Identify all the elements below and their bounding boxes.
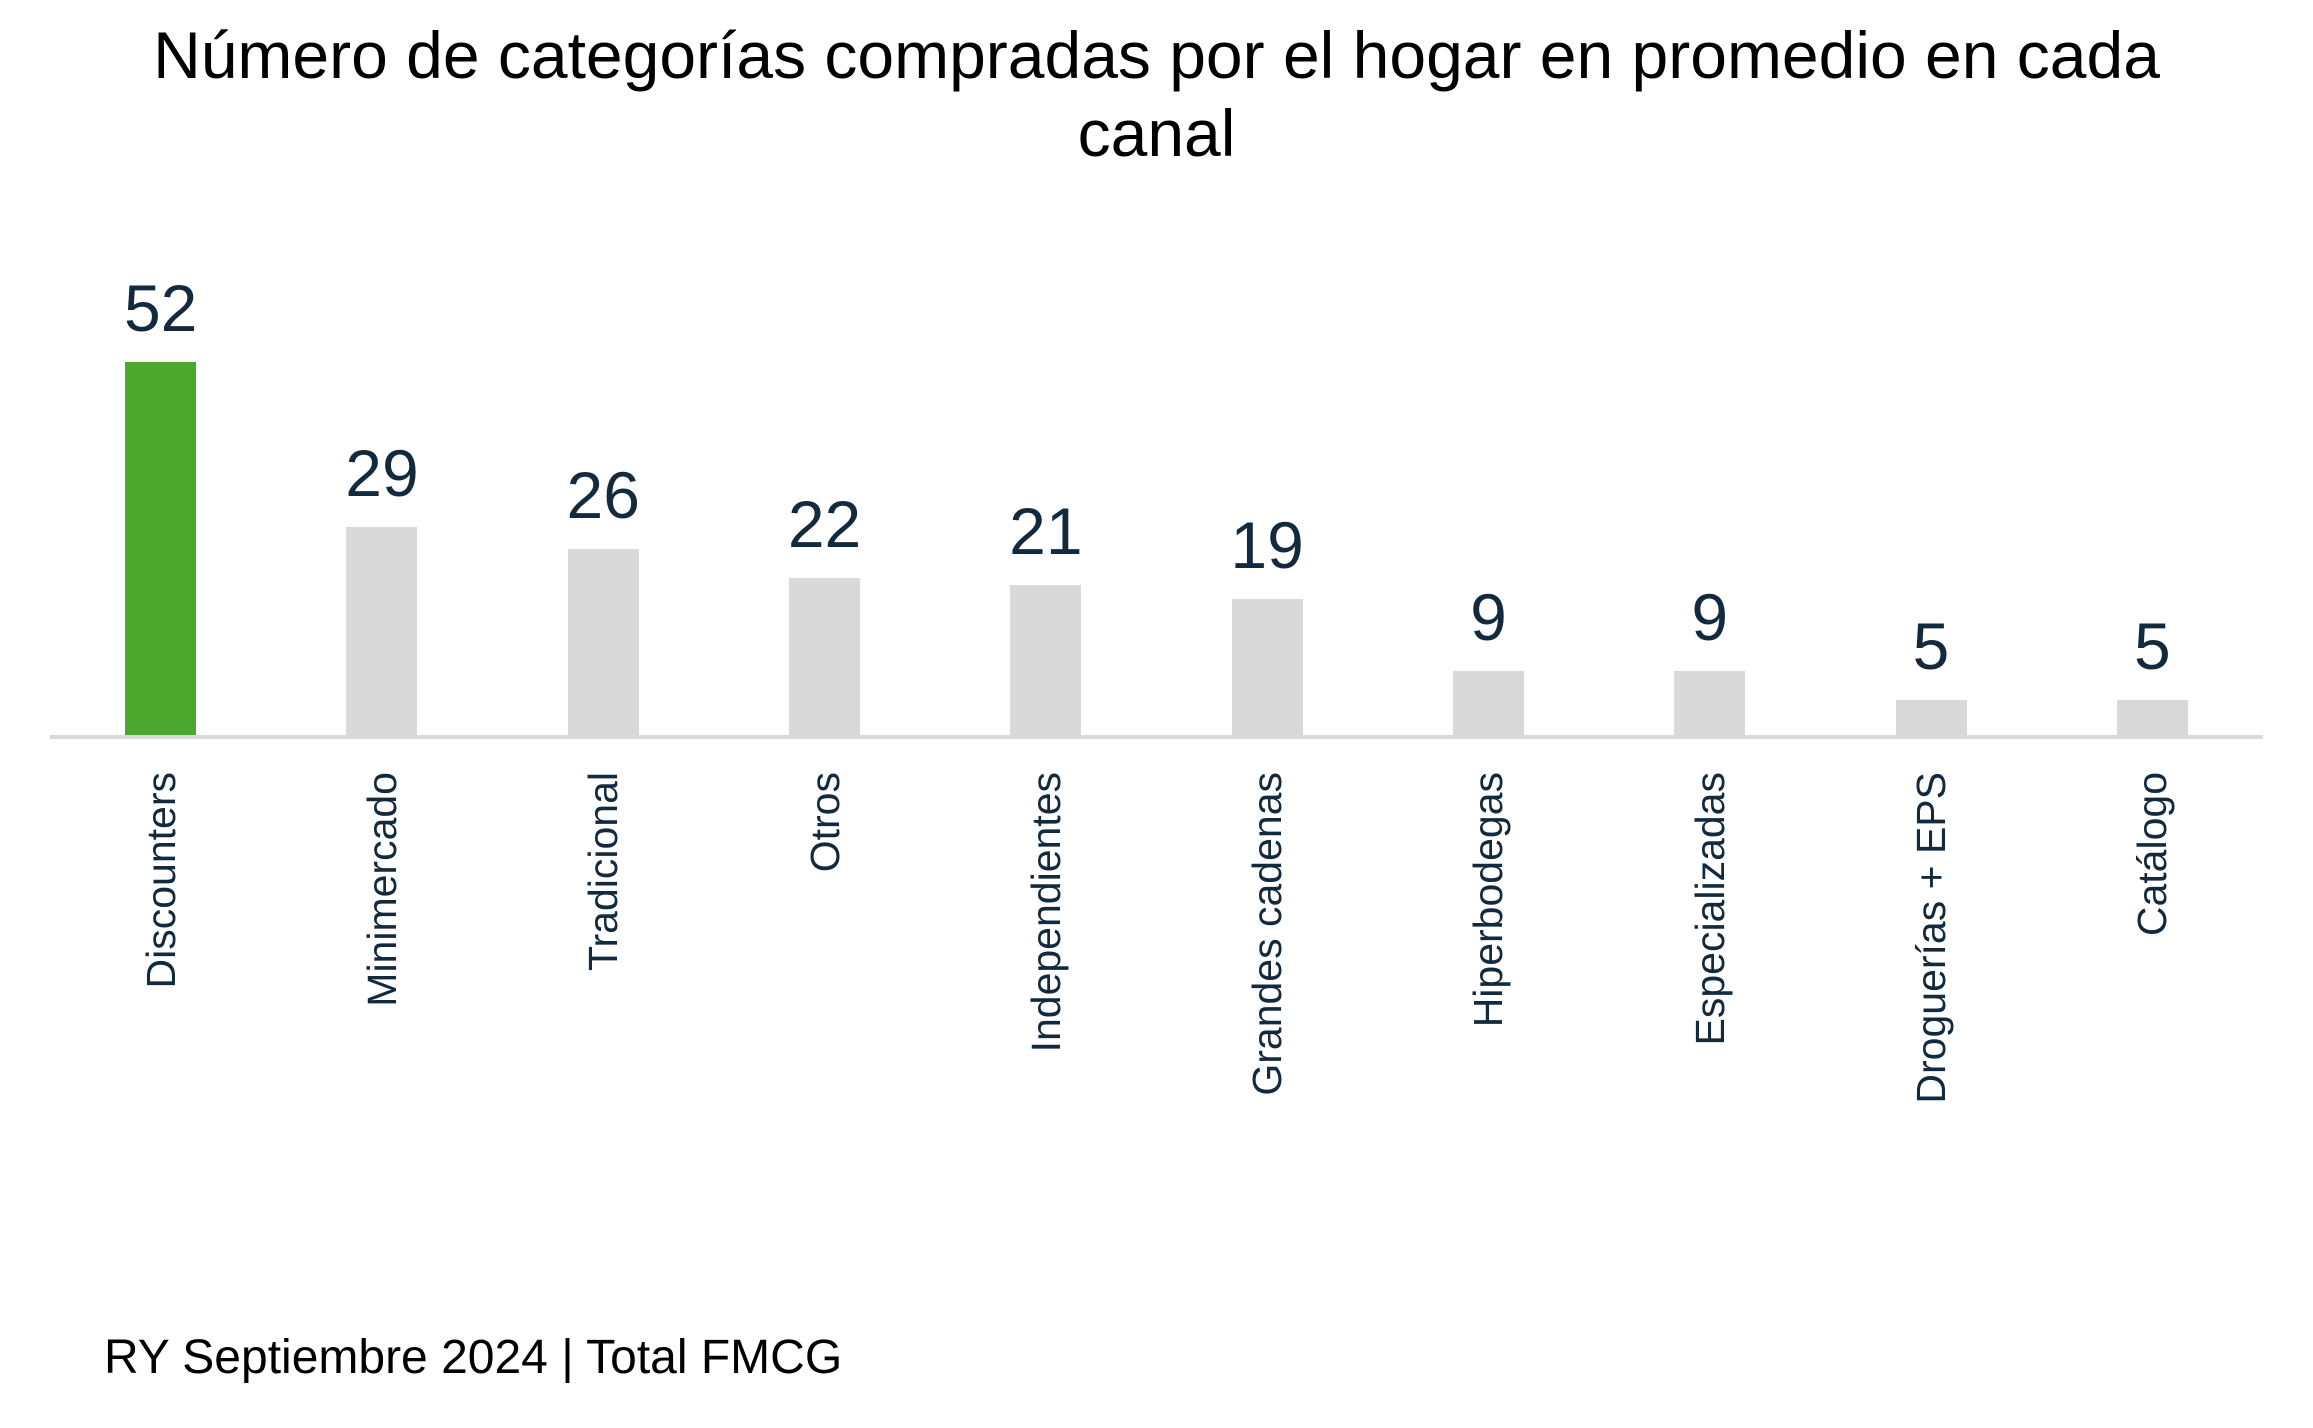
value-label-especializadas: 9 — [1691, 580, 1729, 654]
value-label-tradicional: 26 — [566, 458, 640, 532]
bar-column-minimercado: 29 — [271, 435, 492, 736]
x-axis-label-otros: Otros — [801, 772, 848, 873]
bar-column-grandes-cadenas: 19 — [1156, 507, 1377, 736]
x-axis-label-cell-droguerias-eps: Droguerías + EPS — [1820, 772, 2041, 1104]
x-axis-label-catalogo: Catálogo — [2129, 772, 2176, 937]
bar-hiperbodegas — [1452, 671, 1524, 736]
bar-column-discounters: 52 — [50, 270, 271, 736]
footnote: RY Septiembre 2024 | Total FMCG — [104, 1331, 843, 1384]
x-axis-label-cell-grandes-cadenas: Grandes cadenas — [1156, 772, 1377, 1096]
x-axis-label-minimercado: Minimercado — [358, 772, 405, 1007]
x-axis-label-cell-tradicional: Tradicional — [493, 772, 714, 971]
value-label-independientes: 21 — [1009, 494, 1083, 568]
x-axis-label-droguerias-eps: Droguerías + EPS — [1908, 772, 1955, 1104]
value-label-catalogo: 5 — [2133, 609, 2171, 683]
value-label-droguerias-eps: 5 — [1912, 609, 1950, 683]
x-axis-label-hiperbodegas: Hiperbodegas — [1465, 772, 1512, 1028]
x-axis-label-cell-catalogo: Catálogo — [2042, 772, 2263, 936]
bar-catalogo — [2116, 700, 2188, 736]
value-label-discounters: 52 — [123, 271, 198, 345]
x-axis-label-cell-minimercado: Minimercado — [271, 772, 492, 1007]
bar-column-hiperbodegas: 9 — [1378, 579, 1599, 736]
x-axis-label-independientes: Independientes — [1022, 772, 1069, 1053]
x-axis-label-especializadas: Especializadas — [1686, 772, 1733, 1046]
x-axis-label-cell-independientes: Independientes — [935, 772, 1156, 1052]
value-label-otros: 22 — [787, 487, 862, 561]
x-axis-label-cell-otros: Otros — [714, 772, 935, 872]
value-label-grandes-cadenas: 19 — [1230, 508, 1304, 582]
chart-title-line1: Número de categorías compradas por el ho… — [153, 18, 2160, 92]
bar-grandes-cadenas — [1231, 599, 1303, 736]
x-axis-label-cell-hiperbodegas: Hiperbodegas — [1378, 772, 1599, 1027]
bar-droguerias-eps — [1895, 700, 1967, 736]
x-axis-label-discounters: Discounters — [137, 772, 184, 989]
bar-especializadas — [1674, 671, 1746, 736]
bar-column-droguerias-eps: 5 — [1820, 608, 2041, 736]
chart-title-line2: canal — [1077, 96, 1236, 170]
bar-discounters — [125, 362, 197, 736]
bar-column-catalogo: 5 — [2042, 608, 2263, 736]
bar-minimercado — [346, 527, 418, 736]
bar-independientes — [1010, 585, 1082, 736]
bar-tradicional — [567, 549, 639, 736]
value-label-minimercado: 29 — [345, 436, 419, 510]
x-axis-line — [50, 735, 2263, 739]
bar-column-especializadas: 9 — [1599, 579, 1820, 736]
bar-column-otros: 22 — [714, 486, 935, 736]
chart-title: Número de categorías compradas por el ho… — [0, 16, 2313, 172]
x-axis-labels: Discounters Minimercado Tradicional Otros In… — [50, 772, 2263, 1104]
bar-column-tradicional: 26 — [493, 457, 714, 736]
bar-column-independientes: 21 — [935, 493, 1156, 736]
x-axis-label-grandes-cadenas: Grandes cadenas — [1244, 772, 1291, 1096]
x-axis-label-cell-discounters: Discounters — [50, 772, 271, 988]
x-axis-label-tradicional: Tradicional — [580, 772, 627, 972]
value-label-hiperbodegas: 9 — [1470, 580, 1507, 654]
plot-area: 52 29 26 22 21 19 9 9 5 5 — [50, 0, 2263, 736]
x-axis-label-cell-especializadas: Especializadas — [1599, 772, 1820, 1046]
bar-otros — [789, 578, 861, 736]
